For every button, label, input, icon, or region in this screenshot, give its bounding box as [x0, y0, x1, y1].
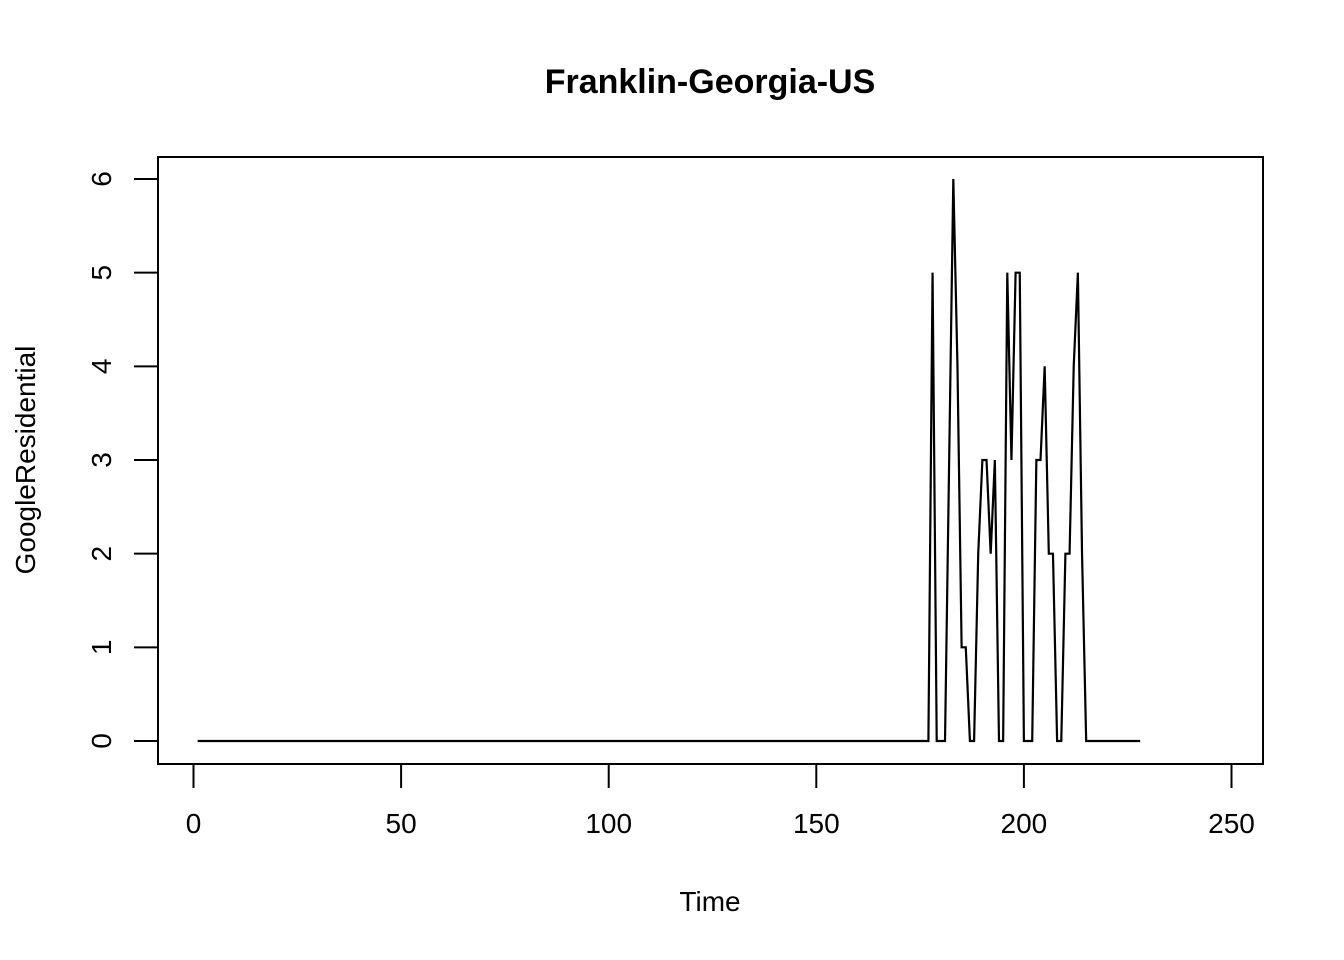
x-axis-label: Time	[679, 886, 740, 917]
y-axis: 0 1 2 3 4 5 6	[86, 171, 159, 749]
series-layer	[197, 178, 1141, 743]
y-tick-label: 4	[86, 359, 117, 375]
series-line	[197, 178, 1141, 743]
x-tick-label: 50	[386, 808, 417, 839]
y-tick-label: 3	[86, 452, 117, 468]
x-tick-label: 150	[793, 808, 840, 839]
y-tick-label: 0	[86, 733, 117, 749]
x-tick-label: 250	[1208, 808, 1255, 839]
y-tick-label: 1	[86, 640, 117, 656]
chart-title: Franklin-Georgia-US	[545, 63, 876, 101]
y-tick-label: 6	[86, 171, 117, 187]
plot-frame	[157, 156, 1264, 765]
y-axis-label: GoogleResidential	[10, 346, 41, 575]
x-axis: 0 50 100 150 200 250	[186, 763, 1255, 839]
y-tick-label: 5	[86, 265, 117, 281]
x-tick-label: 100	[585, 808, 632, 839]
x-tick-label: 0	[186, 808, 202, 839]
y-tick-label: 2	[86, 546, 117, 562]
x-tick-label: 200	[1001, 808, 1048, 839]
